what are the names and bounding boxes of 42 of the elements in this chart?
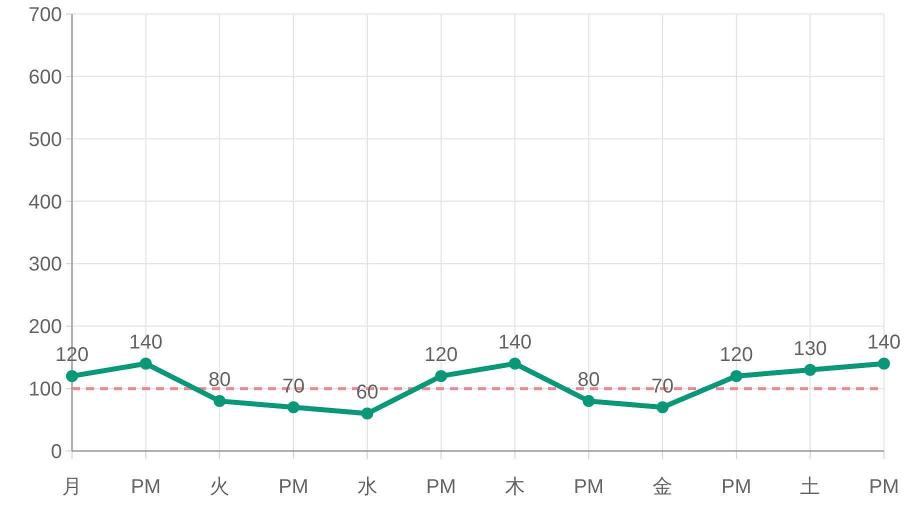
y-tick-label: 600 (28, 66, 62, 88)
y-tick-label: 200 (28, 316, 62, 338)
data-label: 140 (867, 332, 901, 354)
point (508, 358, 521, 370)
y-tick-label: 500 (28, 128, 62, 151)
data-label: 60 (356, 382, 378, 404)
data-label: 140 (498, 332, 532, 354)
data-label: 70 (651, 375, 674, 398)
x-tick-label: 月 (62, 476, 82, 498)
point (435, 370, 448, 382)
x-tick-label: PM (130, 476, 161, 498)
point (878, 358, 890, 370)
point (66, 370, 78, 382)
x-tick-label: 水 (357, 476, 378, 498)
x-tick-label: PM (426, 476, 456, 498)
point (140, 358, 152, 370)
point (656, 401, 669, 414)
x-tick-label: 土 (800, 476, 820, 498)
data-label: 120 (720, 344, 754, 366)
y-tick-label: 300 (28, 254, 62, 276)
x-tick-label: PM (574, 476, 604, 498)
y-tick-label: 0 (50, 441, 62, 463)
x-tick-label: PM (869, 476, 899, 498)
y-tick-label: 700 (28, 4, 62, 26)
x-tick-label: 火 (210, 476, 230, 498)
point (287, 401, 300, 414)
point (730, 370, 742, 382)
data-label: 130 (793, 338, 827, 360)
data-label: 120 (424, 344, 458, 366)
x-tick-label: PM (721, 476, 752, 498)
y-tick-label: 400 (28, 191, 62, 214)
x-tick-label: PM (278, 476, 308, 498)
x-tick-label: 金 (652, 476, 673, 498)
data-label: 140 (129, 332, 163, 354)
point (214, 395, 226, 408)
x-tick-label: 木 (504, 476, 525, 498)
y-tick-label: 100 (28, 378, 62, 401)
point (804, 364, 816, 376)
point (361, 408, 374, 420)
data-label: 80 (208, 369, 231, 392)
point (582, 395, 595, 408)
data-label: 80 (578, 369, 600, 392)
